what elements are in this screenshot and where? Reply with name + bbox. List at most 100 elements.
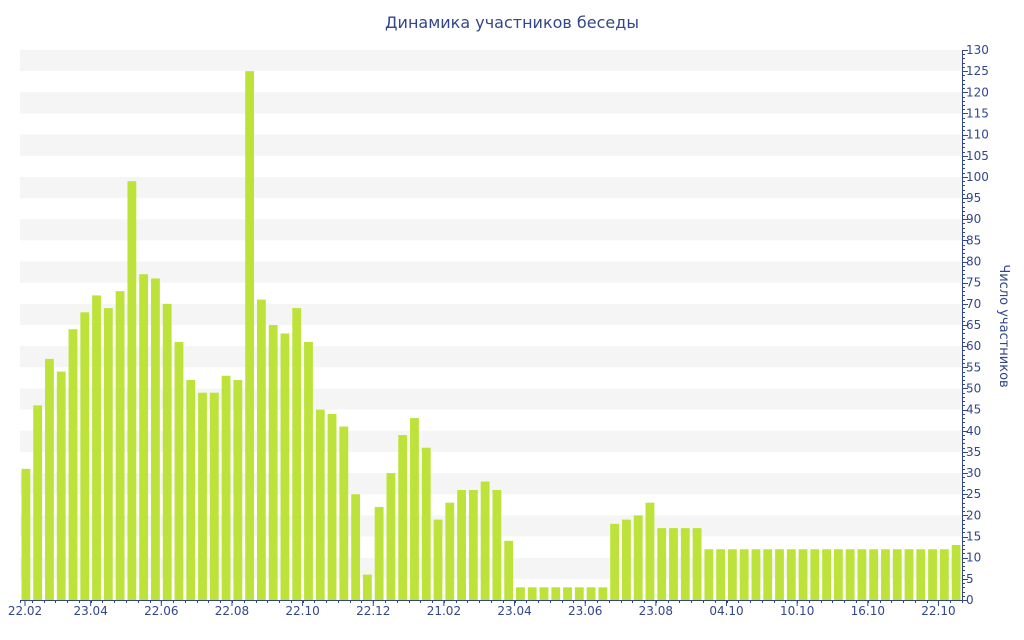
bar [634,515,643,600]
x-tick-label: 22.02 [8,604,42,618]
bar [434,520,443,600]
x-tick-label: 22.06 [144,604,178,618]
y-tick-label: 65 [966,318,981,332]
grid-band [20,558,962,579]
bar [716,549,725,600]
y-tick-label: 110 [966,128,989,142]
grid-band [20,473,962,494]
grid-band [20,431,962,452]
bar [139,274,148,600]
bar [587,587,596,600]
bar [646,503,655,600]
grid-band [20,346,962,367]
bar [422,448,431,600]
y-tick-label: 60 [966,339,981,353]
bar [198,393,207,600]
y-tick-label: 20 [966,508,981,522]
bar [704,549,713,600]
x-tick-label: 22.10 [285,604,319,618]
bar [92,295,101,600]
bar [905,549,914,600]
bar [104,308,113,600]
bar [163,304,172,600]
y-tick-label: 80 [966,255,981,269]
bar [822,549,831,600]
bar [80,312,89,600]
y-tick-label: 70 [966,297,981,311]
bar [328,414,337,600]
y-tick-label: 130 [966,43,989,57]
bar [669,528,678,600]
bar [598,587,607,600]
x-tick-label: 21.02 [427,604,461,618]
bar [610,524,619,600]
bar [810,549,819,600]
bar [504,541,513,600]
y-tick-label: 75 [966,276,981,290]
y-tick-label: 120 [966,85,989,99]
grid-band [20,219,962,240]
bar [551,587,560,600]
bar [222,376,231,600]
bar [316,410,325,600]
bar [799,549,808,600]
y-tick-label: 25 [966,487,981,501]
grid-band [20,50,962,71]
bar [21,469,30,600]
y-tick-label: 95 [966,191,981,205]
x-tick-label: 23.06 [568,604,602,618]
y-tick-label: 30 [966,466,981,480]
grid-band [20,515,962,536]
bar [175,342,184,600]
bar [410,418,419,600]
bar [186,380,195,600]
bar [257,300,266,600]
bar [69,329,78,600]
bar [575,587,584,600]
bar [127,181,136,600]
x-tick-label: 22.08 [215,604,249,618]
y-tick-label: 125 [966,64,989,78]
x-tick-label: 22.10 [921,604,955,618]
bar [492,490,501,600]
y-tick-label: 15 [966,530,981,544]
bar [540,587,549,600]
bar [787,549,796,600]
bar [57,372,66,600]
y-tick-label: 90 [966,212,981,226]
y-tick-label: 105 [966,149,989,163]
bar [151,278,160,600]
bar [728,549,737,600]
bar [233,380,242,600]
grid-band [20,177,962,198]
y-tick-label: 100 [966,170,989,184]
y-tick-label: 40 [966,424,981,438]
grid-band [20,135,962,156]
bar [775,549,784,600]
y-tick-label: 85 [966,233,981,247]
bar [657,528,666,600]
bar [304,342,313,600]
bar [563,587,572,600]
bar [375,507,384,600]
grid-band [20,388,962,409]
y-tick-label: 5 [966,572,974,586]
bar [952,545,961,600]
bar [869,549,878,600]
bar [516,587,525,600]
y-tick-label: 0 [966,593,974,607]
y-tick-label: 115 [966,106,989,120]
x-tick-label: 23.04 [497,604,531,618]
grid-band [20,92,962,113]
bar [481,482,490,600]
y-tick-label: 35 [966,445,981,459]
x-tick-label: 23.04 [73,604,107,618]
y-tick-label: 10 [966,551,981,565]
grid-band [20,304,962,325]
bar [245,71,254,600]
bar [528,587,537,600]
bar [386,473,395,600]
bar [398,435,407,600]
